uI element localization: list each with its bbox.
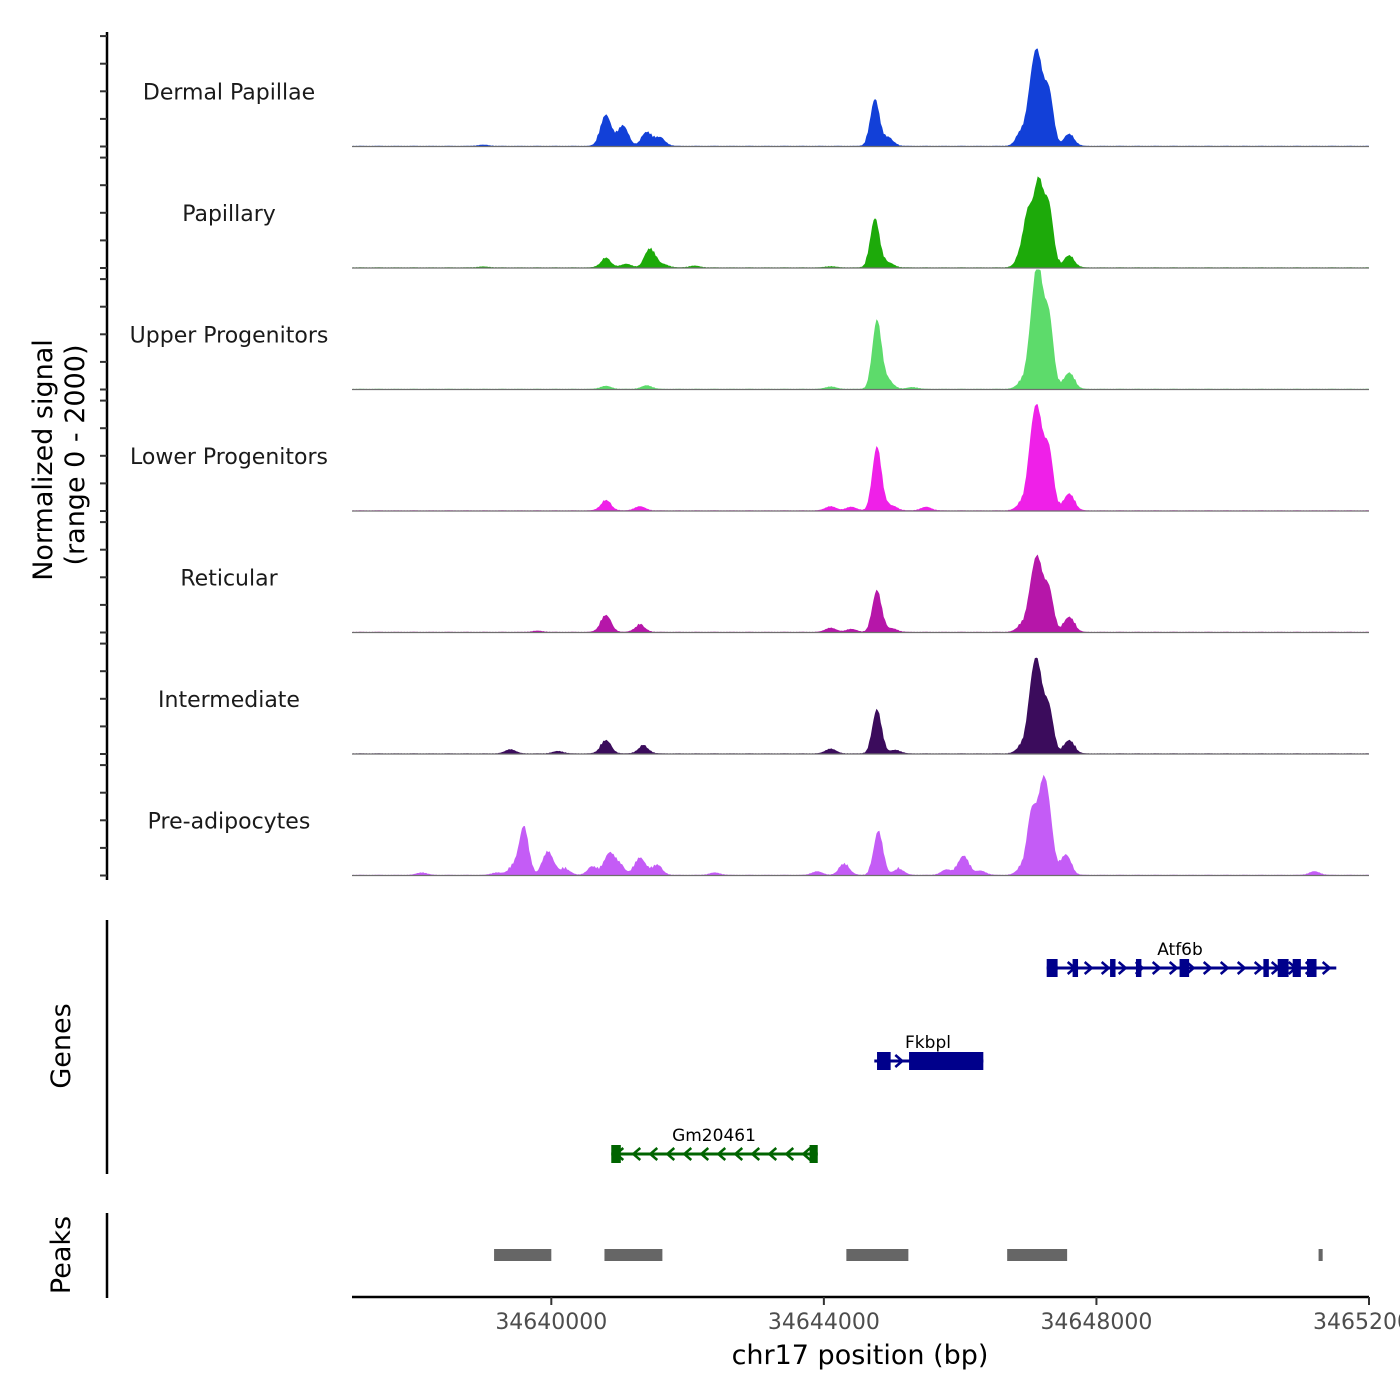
track-intermediate: Intermediate (158, 657, 1369, 755)
peak-track (494, 1249, 1323, 1261)
strand-arrow (1236, 961, 1247, 975)
signal-area (352, 404, 1369, 511)
track-label: Upper Progenitors (130, 324, 329, 349)
exon (877, 1052, 891, 1070)
strand-arrow (733, 1147, 744, 1161)
x-axis-ticks: 34640000 34644000 34648000 34652000 (495, 1297, 1400, 1335)
signal-area (352, 554, 1369, 633)
strand-arrow (716, 1147, 727, 1161)
peak-region (494, 1249, 552, 1261)
signal-area (352, 657, 1369, 754)
strand-arrow (648, 1147, 659, 1161)
exon (1179, 959, 1190, 977)
track-pre-adipocytes: Pre-adipocytes (148, 774, 1369, 877)
gene-gm20461: Gm20461 (611, 1126, 818, 1163)
track-label: Lower Progenitors (130, 445, 328, 470)
track-reticular: Reticular (180, 554, 1369, 634)
track-dermal-papillae: Dermal Papillae (143, 48, 1369, 148)
track-label: Dermal Papillae (143, 81, 315, 106)
peak-region (846, 1249, 909, 1261)
exon (909, 1052, 984, 1070)
track-label: Pre-adipocytes (148, 810, 311, 835)
coverage-y-axis (100, 32, 109, 880)
strand-arrow (1219, 961, 1230, 975)
strand-arrow (894, 1054, 905, 1068)
strand-arrow (1168, 961, 1179, 975)
gene-track: Atf6b Fkbpl Gm20461 (611, 940, 1337, 1163)
track-label: Papillary (182, 202, 276, 227)
exon (1110, 959, 1116, 977)
strand-arrow (750, 1147, 761, 1161)
strand-arrow (699, 1147, 710, 1161)
strand-arrow (1253, 961, 1264, 975)
exon (809, 1145, 818, 1163)
strand-arrow (801, 1147, 812, 1161)
gene-label: Gm20461 (672, 1126, 756, 1146)
strand-arrow (665, 1147, 676, 1161)
coverage-tracks: Dermal Papillae Papillary Upper Progenitor… (130, 48, 1369, 877)
strand-arrow (1083, 961, 1094, 975)
gene-label: Atf6b (1157, 940, 1203, 960)
peak-region (1007, 1249, 1068, 1261)
signal-area (352, 774, 1369, 876)
exon (1046, 959, 1058, 977)
gene-fkbpl: Fkbpl (874, 1033, 984, 1070)
genes-axis-title: Genes (46, 1003, 77, 1088)
strand-arrow (1202, 961, 1213, 975)
gene-label: Fkbpl (905, 1033, 951, 1053)
x-tick-label: 34640000 (495, 1310, 607, 1335)
exon (1277, 959, 1289, 977)
strand-arrow (1321, 961, 1332, 975)
strand-arrow (1151, 961, 1162, 975)
track-label: Intermediate (158, 688, 300, 713)
exon (1072, 959, 1079, 977)
x-tick-label: 34644000 (768, 1310, 880, 1335)
strand-arrow (631, 1147, 642, 1161)
track-papillary: Papillary (182, 176, 1369, 269)
x-tick-label: 34648000 (1040, 1310, 1152, 1335)
x-axis-title: chr17 position (bp) (732, 1340, 989, 1371)
signal-area (352, 176, 1369, 268)
peak-region (1318, 1249, 1323, 1261)
track-lower-progenitors: Lower Progenitors (130, 404, 1369, 512)
track-label: Reticular (180, 567, 278, 592)
exon (1135, 959, 1142, 977)
exon (1263, 959, 1269, 977)
peak-region (604, 1249, 663, 1261)
x-tick-label: 34652000 (1313, 1310, 1400, 1335)
strand-arrow (1117, 961, 1128, 975)
strand-arrow (1100, 961, 1111, 975)
exon (1292, 959, 1301, 977)
exon (1306, 959, 1317, 977)
signal-area (352, 269, 1369, 390)
y-axis-title-line1: Normalized signal (28, 339, 59, 581)
strand-arrow (767, 1147, 778, 1161)
signal-area (352, 48, 1369, 147)
exon (611, 1145, 621, 1163)
track-upper-progenitors: Upper Progenitors (130, 269, 1369, 391)
strand-arrow (784, 1147, 795, 1161)
gene-atf6b: Atf6b (1046, 940, 1337, 977)
peaks-axis-title: Peaks (46, 1216, 77, 1294)
y-axis-title-line2: (range 0 - 2000) (60, 345, 91, 566)
strand-arrow (682, 1147, 693, 1161)
